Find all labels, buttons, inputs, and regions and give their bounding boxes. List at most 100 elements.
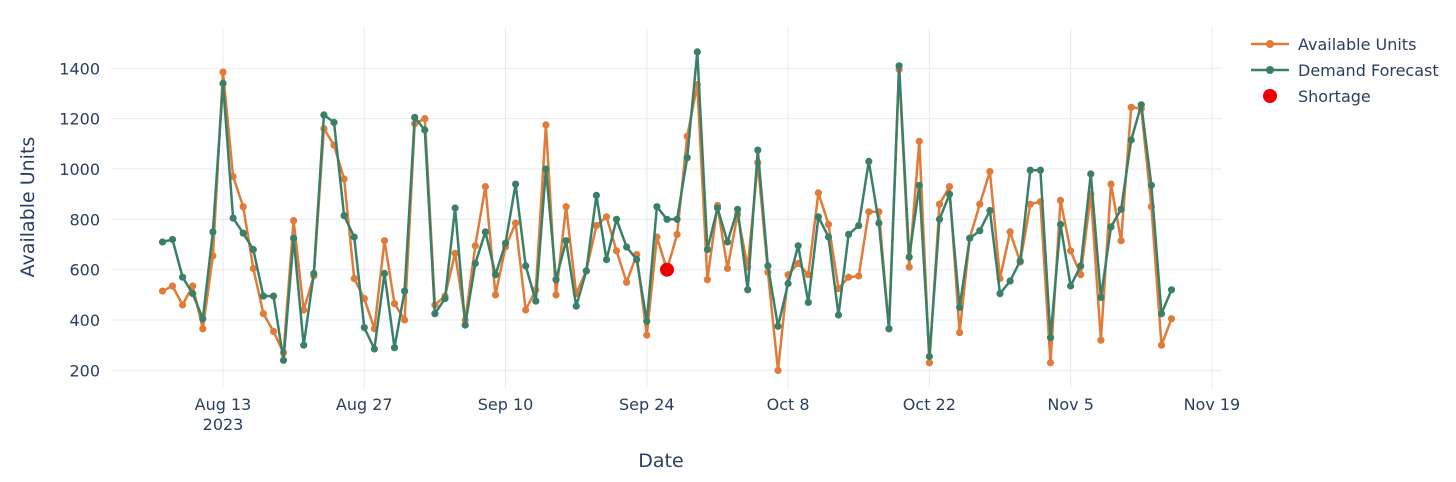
data-point-demand-forecast — [310, 269, 318, 278]
data-point-demand-forecast — [1026, 166, 1034, 174]
data-point-demand-forecast — [501, 239, 510, 247]
data-point-demand-forecast — [643, 317, 651, 325]
data-point-demand-forecast — [522, 262, 530, 270]
data-point-demand-forecast — [1046, 334, 1055, 342]
data-point-demand-forecast — [1107, 223, 1115, 231]
data-point-demand-forecast — [945, 190, 954, 198]
data-point-demand-forecast — [542, 165, 550, 173]
data-point-demand-forecast — [441, 295, 449, 303]
data-point-available-units — [189, 282, 197, 290]
legend[interactable]: Available Units Demand Forecast Shortage — [1251, 35, 1439, 106]
data-point-demand-forecast — [673, 215, 681, 223]
data-point-available-units — [1097, 336, 1105, 344]
data-point-available-units — [935, 200, 944, 208]
data-point-available-units — [945, 183, 954, 191]
data-point-available-units — [168, 282, 177, 290]
data-point-demand-forecast — [734, 205, 742, 213]
data-point-available-units — [300, 306, 308, 314]
data-point-demand-forecast — [1157, 310, 1166, 318]
data-point-available-units — [1046, 359, 1055, 367]
data-point-demand-forecast — [209, 228, 217, 236]
data-point-available-units — [451, 249, 459, 257]
data-point-demand-forecast — [915, 181, 923, 189]
data-point-demand-forecast — [834, 311, 843, 319]
y-tick-label: 1000 — [59, 160, 100, 179]
legend-item-available-units[interactable]: Available Units — [1251, 35, 1416, 54]
data-point-available-units — [976, 200, 984, 208]
data-point-available-units — [269, 327, 278, 335]
data-point-available-units — [390, 300, 399, 308]
data-point-demand-forecast — [481, 228, 489, 236]
data-point-demand-forecast — [239, 229, 247, 237]
data-point-demand-forecast — [1117, 205, 1125, 213]
data-point-available-units — [199, 325, 207, 333]
x-tick-label: Sep 10 — [478, 395, 534, 414]
x-tick-label: Aug 27 — [336, 395, 393, 414]
data-point-demand-forecast — [895, 62, 903, 70]
data-point-available-units — [350, 274, 358, 283]
x-tick-label: Oct 8 — [767, 395, 810, 414]
data-point-demand-forecast — [1056, 220, 1065, 228]
data-point-available-units — [814, 189, 823, 197]
data-point-demand-forecast — [179, 273, 187, 281]
data-point-demand-forecast — [1147, 181, 1155, 189]
data-point-demand-forecast — [461, 321, 469, 329]
data-point-demand-forecast — [996, 290, 1004, 298]
data-point-available-units — [865, 208, 873, 216]
data-point-available-units — [380, 237, 389, 245]
data-point-demand-forecast — [905, 253, 913, 261]
data-point-demand-forecast — [633, 256, 641, 264]
data-point-demand-forecast — [219, 79, 227, 87]
data-point-demand-forecast — [1067, 282, 1075, 290]
y-tick-label: 1200 — [59, 110, 100, 129]
data-point-demand-forecast — [431, 310, 439, 318]
data-point-available-units — [986, 167, 994, 176]
data-point-available-units — [481, 183, 489, 191]
x-tick-label: Nov 5 — [1047, 395, 1094, 414]
data-point-demand-forecast — [1006, 277, 1014, 285]
data-point-available-units — [1006, 228, 1014, 236]
data-point-available-units — [925, 359, 934, 367]
data-point-demand-forecast — [229, 214, 237, 222]
data-point-demand-forecast — [189, 290, 197, 298]
data-point-available-units — [340, 175, 348, 183]
data-point-available-units — [1127, 103, 1135, 111]
legend-item-demand-forecast[interactable]: Demand Forecast — [1251, 61, 1439, 80]
data-point-demand-forecast — [703, 245, 712, 254]
data-point-available-units — [643, 331, 651, 339]
y-axis-title: Available Units — [17, 137, 39, 278]
data-point-demand-forecast — [794, 242, 802, 250]
data-point-available-units — [623, 278, 631, 286]
data-point-available-units — [1157, 341, 1166, 349]
plot-area — [158, 48, 1176, 374]
data-point-demand-forecast — [330, 118, 338, 126]
data-point-demand-forecast — [956, 303, 964, 311]
data-point-demand-forecast — [804, 298, 812, 306]
data-point-demand-forecast — [885, 325, 893, 333]
data-point-demand-forecast — [370, 345, 378, 353]
data-point-available-units — [703, 276, 712, 284]
data-point-demand-forecast — [612, 215, 621, 223]
data-point-available-units — [673, 230, 681, 238]
series-line-demand-forecast — [162, 50, 1173, 362]
data-point-demand-forecast — [390, 344, 399, 352]
data-point-demand-forecast — [653, 203, 661, 211]
data-point-demand-forecast — [683, 154, 691, 162]
data-point-available-units — [511, 219, 520, 227]
data-point-available-units — [491, 291, 500, 299]
legend-label-available-units: Available Units — [1298, 35, 1416, 54]
y-tick-label: 200 — [69, 361, 100, 380]
data-point-demand-forecast — [1036, 166, 1044, 174]
data-point-available-units — [956, 329, 964, 337]
legend-marker-shortage — [1263, 89, 1277, 103]
y-tick-label: 400 — [69, 311, 100, 330]
data-point-available-units — [855, 272, 863, 280]
data-point-available-units — [421, 115, 429, 123]
data-point-demand-forecast — [259, 292, 267, 300]
data-point-demand-forecast — [1137, 101, 1145, 109]
data-point-demand-forecast — [814, 213, 823, 221]
legend-item-shortage[interactable]: Shortage — [1263, 87, 1371, 106]
data-point-available-units — [592, 222, 601, 230]
